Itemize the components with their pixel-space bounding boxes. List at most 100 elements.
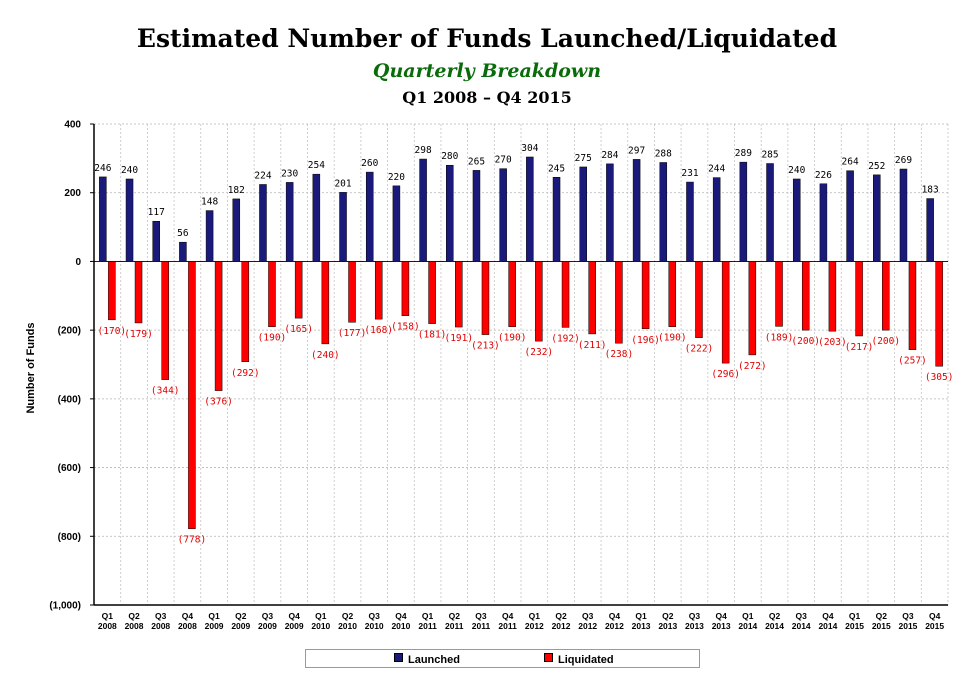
x-tick-label-quarter: Q2	[449, 611, 461, 621]
bar-liquidated	[188, 261, 196, 529]
data-label-liquidated: (179)	[124, 329, 153, 340]
bar-launched	[552, 177, 561, 262]
bar-launched	[926, 198, 934, 262]
data-label-liquidated: (217)	[845, 342, 874, 353]
x-tick-label-year: 2013	[632, 621, 651, 631]
bar-launched	[526, 156, 534, 262]
bar-launched	[873, 174, 881, 262]
bar-launched	[285, 182, 294, 262]
bar-launched	[606, 163, 614, 262]
data-label-liquidated: (296)	[711, 369, 740, 380]
x-tick-label-year: 2010	[338, 621, 357, 631]
bars	[99, 156, 943, 529]
bar-liquidated	[561, 261, 570, 328]
x-tick-label-quarter: Q4	[395, 611, 407, 621]
bar-liquidated	[401, 261, 410, 316]
bar-liquidated	[748, 261, 757, 356]
x-tick-label-year: 2013	[658, 621, 677, 631]
data-label-launched: 260	[361, 158, 378, 169]
x-tick-label-quarter: Q1	[422, 611, 434, 621]
legend-swatch-launched	[394, 653, 403, 662]
bar-liquidated	[161, 261, 169, 380]
data-label-liquidated: (200)	[791, 336, 820, 347]
x-tick-label-quarter: Q4	[182, 611, 194, 621]
data-label-liquidated: (181)	[418, 330, 447, 341]
bar-launched	[846, 170, 854, 262]
x-tick-label-year: 2015	[899, 621, 918, 631]
bar-liquidated	[775, 261, 783, 327]
y-axis-label: Number of Funds	[25, 322, 37, 413]
data-label-liquidated: (305)	[925, 372, 954, 383]
bar-launched	[499, 168, 507, 262]
data-label-launched: 183	[922, 185, 939, 196]
x-tick-label-year: 2008	[125, 621, 144, 631]
x-tick-label-quarter: Q3	[582, 611, 594, 621]
chart-subtitle: Quarterly Breakdown	[372, 60, 602, 82]
x-tick-label-quarter: Q2	[235, 611, 247, 621]
data-label-launched: 240	[121, 165, 138, 176]
bar-liquidated	[214, 261, 223, 391]
data-label-launched: 220	[388, 172, 405, 183]
bar-liquidated	[828, 261, 837, 332]
data-label-launched: 244	[708, 164, 725, 175]
data-label-launched: 304	[521, 143, 538, 154]
x-tick-label-quarter: Q1	[102, 611, 114, 621]
bar-liquidated	[241, 261, 250, 363]
bar-launched	[312, 173, 321, 262]
data-label-liquidated: (203)	[818, 337, 847, 348]
data-label-launched: 148	[201, 197, 218, 208]
data-label-liquidated: (170)	[98, 326, 127, 337]
x-tick-label-quarter: Q4	[288, 611, 300, 621]
data-label-launched: 224	[254, 170, 271, 181]
bar-launched	[125, 178, 134, 262]
chart-title: Estimated Number of Funds Launched/Liqui…	[136, 24, 838, 53]
x-tick-label-year: 2011	[418, 621, 437, 631]
y-tick-label: (600)	[58, 463, 81, 474]
bar-launched	[579, 166, 587, 262]
bar-liquidated	[348, 261, 356, 323]
data-label-launched: 298	[415, 145, 432, 156]
bar-liquidated	[455, 261, 463, 328]
x-tick-label-year: 2011	[445, 621, 464, 631]
x-tick-label-quarter: Q4	[502, 611, 514, 621]
data-label-liquidated: (272)	[738, 361, 767, 372]
y-tick-label: 400	[64, 120, 81, 131]
bar-launched	[739, 161, 748, 262]
x-tick-label-quarter: Q3	[369, 611, 381, 621]
bar-launched	[712, 177, 721, 262]
y-tick-label: (200)	[58, 326, 81, 337]
y-tick-label: 0	[75, 257, 81, 268]
x-tick-label-quarter: Q3	[689, 611, 701, 621]
x-tick-label-year: 2012	[525, 621, 544, 631]
data-label-launched: 182	[228, 185, 245, 196]
legend: Launched Liquidated	[305, 649, 700, 668]
y-tick-label: (1,000)	[49, 601, 81, 612]
data-label-liquidated: (189)	[765, 332, 794, 343]
data-label-liquidated: (240)	[311, 350, 340, 361]
bar-liquidated	[641, 261, 650, 330]
data-label-liquidated: (168)	[364, 325, 393, 336]
x-tick-label-quarter: Q1	[742, 611, 754, 621]
bar-liquidated	[882, 261, 890, 331]
bar-launched	[152, 220, 160, 262]
bar-liquidated	[855, 261, 863, 337]
x-tick-label-year: 2009	[231, 621, 250, 631]
x-tick-label-year: 2008	[151, 621, 170, 631]
gridlines	[94, 123, 949, 605]
x-tick-label-quarter: Q3	[262, 611, 274, 621]
data-label-launched: 289	[735, 148, 752, 159]
bar-liquidated	[935, 261, 943, 367]
data-label-liquidated: (200)	[871, 336, 900, 347]
x-tick-label-year: 2014	[792, 621, 811, 631]
data-label-liquidated: (376)	[204, 397, 233, 408]
data-label-liquidated: (190)	[498, 333, 527, 344]
data-label-launched: 285	[761, 150, 778, 161]
data-label-liquidated: (192)	[551, 333, 580, 344]
x-tick-label-year: 2010	[365, 621, 384, 631]
bar-liquidated	[615, 261, 623, 344]
x-tick-label-quarter: Q4	[715, 611, 727, 621]
bar-liquidated	[321, 261, 330, 345]
x-tick-label-quarter: Q2	[555, 611, 567, 621]
data-label-liquidated: (165)	[284, 324, 313, 335]
